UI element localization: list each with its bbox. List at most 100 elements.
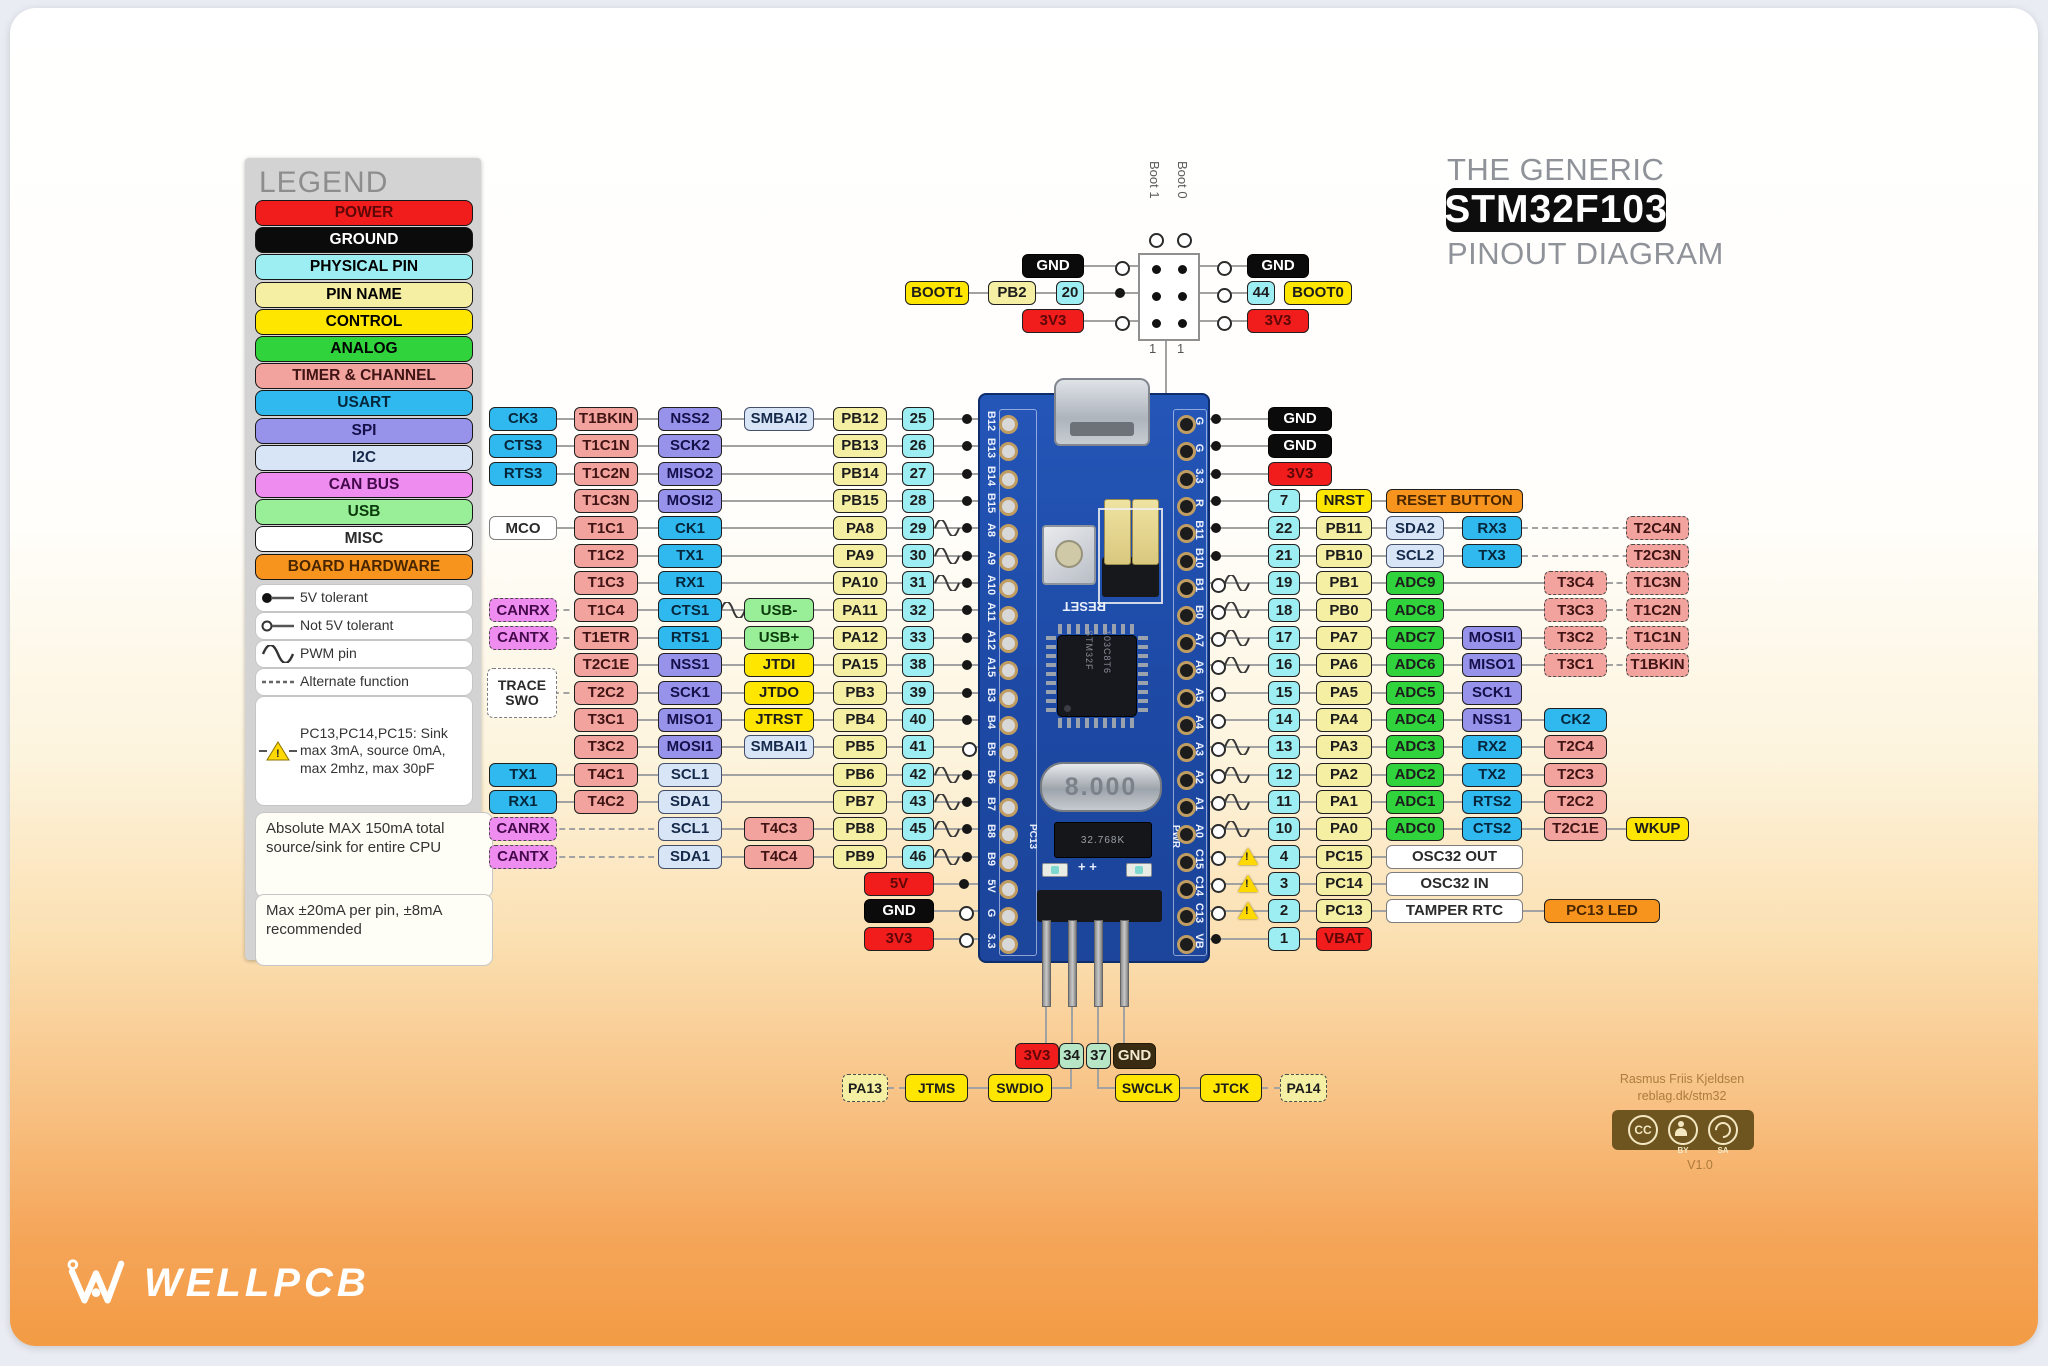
board-hole-right-8 xyxy=(1177,633,1196,653)
physical-pin-31: 31 xyxy=(902,571,934,596)
connector-line-vertical xyxy=(1070,1069,1072,1089)
physical-pin-21: 21 xyxy=(1268,543,1300,568)
not-5v-tolerant-circle xyxy=(1210,823,1226,839)
physical-pin-33: 33 xyxy=(902,625,934,650)
board-hole-left-2 xyxy=(999,469,1018,489)
function-box-ADC2: ADC2 xyxy=(1386,762,1444,787)
pin-name-PA2: PA2 xyxy=(1316,762,1372,787)
function-box-T2C2: T2C2 xyxy=(1544,789,1607,814)
row-line-PB13 xyxy=(500,445,978,448)
pin-name-PB14: PB14 xyxy=(833,461,887,486)
board-hole-left-10 xyxy=(999,688,1018,708)
board-hole-right-3 xyxy=(1177,497,1196,517)
pin-name-PB5: PB5 xyxy=(833,735,887,760)
pin-name-PA15: PA15 xyxy=(833,653,887,678)
board-hole-right-7 xyxy=(1177,606,1196,626)
bottom-power-GND: GND xyxy=(1113,1043,1156,1069)
pwm-wave-icon xyxy=(934,765,960,788)
boot-gnd-left: GND xyxy=(1022,254,1084,278)
pin-name-PB0: PB0 xyxy=(1316,598,1372,623)
not-5v-tolerant-circle xyxy=(1210,851,1226,867)
board-pin-label-B5: B5 xyxy=(985,742,997,757)
function-box-T1C2N: T1C2N xyxy=(1626,598,1689,623)
board-pin-label-3.3: 3.3 xyxy=(1193,468,1205,484)
legend-item-timer: TIMER & CHANNEL xyxy=(255,363,473,390)
not-5v-tolerant-circle xyxy=(961,741,977,757)
boot-header-pin-2 xyxy=(1152,292,1161,301)
connector-line xyxy=(1084,320,1138,322)
reset-button-cap[interactable] xyxy=(1055,540,1083,568)
function-box-TRACE-SWO: TRACE SWO xyxy=(487,667,557,718)
board-hole-left-13 xyxy=(999,770,1018,790)
legend-note-dot: 5V tolerant xyxy=(255,584,473,612)
not-5v-tolerant-circle xyxy=(1216,315,1232,331)
boot0-jumper[interactable] xyxy=(1104,499,1131,565)
board-pin-label-G: G xyxy=(1193,444,1205,453)
board-hole-left-11 xyxy=(999,715,1018,735)
board-pin-label-R: R xyxy=(1193,499,1205,508)
title-line-3: PINOUT DIAGRAM xyxy=(1447,236,1724,271)
board-hole-left-6 xyxy=(999,579,1018,599)
board-pin-label-B10: B10 xyxy=(1193,547,1205,568)
chip-pins-bottom xyxy=(1058,718,1136,728)
function-box-PC13-LED: PC13 LED xyxy=(1544,899,1660,924)
pin-name-PA0: PA0 xyxy=(1316,817,1372,842)
row-line-PA9 xyxy=(574,554,978,557)
board-hole-right-10 xyxy=(1177,688,1196,708)
not-5v-tolerant-circle xyxy=(1210,769,1226,785)
tolerant-5v-dot xyxy=(962,687,972,698)
physical-pin-28: 28 xyxy=(902,489,934,514)
function-box-ADC5: ADC5 xyxy=(1386,680,1444,705)
pwm-wave-icon xyxy=(934,573,960,596)
function-box-ADC1: ADC1 xyxy=(1386,789,1444,814)
micro-usb-connector xyxy=(1054,378,1150,446)
function-box-RTS2: RTS2 xyxy=(1462,789,1522,814)
not-5v-tolerant-circle xyxy=(1210,577,1226,593)
left-power-3V3: 3V3 xyxy=(864,926,934,951)
tolerant-5v-dot xyxy=(1211,933,1221,944)
function-box-CTS1: CTS1 xyxy=(658,598,722,623)
row-line-PB12 xyxy=(500,418,978,420)
board-hole-right-1 xyxy=(1177,442,1196,462)
function-box-OSC32-IN: OSC32 IN xyxy=(1386,871,1523,896)
debug-header-connector xyxy=(1037,890,1162,922)
physical-pin-40: 40 xyxy=(902,707,934,732)
board-pin-label-C14: C14 xyxy=(1193,875,1205,897)
function-box-T1C2N: T1C2N xyxy=(574,461,638,486)
cc-license-badge[interactable]: CC BY SA xyxy=(1612,1110,1754,1155)
physical-pin-19: 19 xyxy=(1268,571,1300,596)
chip-marking-1: STM32F xyxy=(1084,630,1094,671)
board-hole-left-8 xyxy=(999,633,1018,653)
row-line-PA8 xyxy=(500,527,978,530)
physical-pin-17: 17 xyxy=(1268,625,1300,650)
boot0-column-label: Boot 0 xyxy=(1175,161,1190,199)
board-hole-left-3 xyxy=(999,497,1018,517)
physical-pin-43: 43 xyxy=(902,789,934,814)
tolerant-5v-dot xyxy=(1211,496,1221,507)
boot-header-pin-0 xyxy=(1152,265,1161,274)
wellpcb-logo-text: WELLPCB xyxy=(144,1260,370,1305)
board-pin-label-A15: A15 xyxy=(985,657,997,678)
function-box-ADC3: ADC3 xyxy=(1386,735,1444,760)
tolerant-5v-dot xyxy=(1211,523,1221,534)
tolerant-5v-dot xyxy=(1115,288,1125,298)
pc13-led xyxy=(1042,863,1068,877)
boot1-jumper[interactable] xyxy=(1132,499,1159,565)
board-pin-label-B7: B7 xyxy=(985,796,997,811)
board-hole-right-4 xyxy=(1177,524,1196,544)
board-pin-label-A12: A12 xyxy=(985,629,997,650)
chip-body xyxy=(1057,635,1137,717)
function-box-SMBAI2: SMBAI2 xyxy=(744,407,814,431)
pin-name-PB15: PB15 xyxy=(833,489,887,514)
legend-note-circle: Not 5V tolerant xyxy=(255,612,473,640)
pwm-wave-icon xyxy=(1224,820,1250,842)
reset-button-hw[interactable] xyxy=(1042,525,1096,585)
tolerant-5v-dot xyxy=(1211,441,1221,452)
physical-pin-3: 3 xyxy=(1268,871,1300,896)
pin-name-PC13: PC13 xyxy=(1316,899,1372,924)
function-box-T2C1E: T2C1E xyxy=(574,653,638,678)
legend-note-text: Not 5V tolerant xyxy=(300,617,394,634)
boot-jumpers[interactable] xyxy=(1102,499,1159,597)
boot1-column-label: Boot 1 xyxy=(1147,161,1162,199)
